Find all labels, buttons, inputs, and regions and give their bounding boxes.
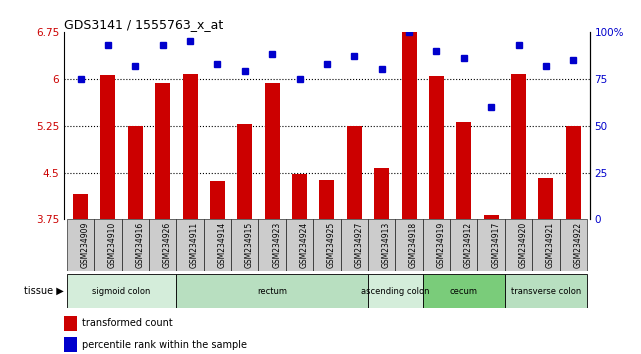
Bar <box>422 219 450 271</box>
Bar <box>258 219 286 271</box>
Text: transverse colon: transverse colon <box>511 287 581 296</box>
Text: GSM234914: GSM234914 <box>217 222 226 268</box>
Bar <box>560 219 587 271</box>
Text: ascending colon: ascending colon <box>361 287 429 296</box>
Bar <box>64 316 78 331</box>
Bar <box>94 219 122 271</box>
Bar <box>368 219 395 271</box>
Bar <box>122 219 149 271</box>
Bar <box>286 219 313 271</box>
Bar <box>374 167 389 219</box>
Text: GSM234912: GSM234912 <box>464 222 473 268</box>
Text: GSM234921: GSM234921 <box>546 222 555 268</box>
Text: GSM234910: GSM234910 <box>108 222 117 268</box>
Text: GDS3141 / 1555763_x_at: GDS3141 / 1555763_x_at <box>64 18 223 31</box>
Bar <box>176 219 204 271</box>
Text: GSM234916: GSM234916 <box>135 222 144 268</box>
Text: GSM234917: GSM234917 <box>491 222 500 268</box>
Text: GSM234919: GSM234919 <box>437 222 445 268</box>
Bar <box>231 219 258 271</box>
Bar <box>313 219 340 271</box>
Bar <box>347 126 362 219</box>
Text: transformed count: transformed count <box>83 318 173 329</box>
Bar <box>395 219 422 271</box>
Bar <box>401 32 417 219</box>
Text: GSM234923: GSM234923 <box>272 222 281 268</box>
Bar <box>183 74 197 219</box>
Bar <box>101 75 115 219</box>
Bar <box>64 337 78 352</box>
Bar <box>566 126 581 219</box>
Bar <box>505 219 532 271</box>
Bar <box>128 126 143 219</box>
Bar <box>456 122 471 219</box>
Bar <box>450 219 478 271</box>
Text: GSM234920: GSM234920 <box>519 222 528 268</box>
Text: cecum: cecum <box>450 287 478 296</box>
Bar <box>484 215 499 219</box>
Text: GSM234909: GSM234909 <box>81 222 90 268</box>
Text: GSM234915: GSM234915 <box>245 222 254 268</box>
Bar <box>538 178 553 219</box>
Bar <box>429 76 444 219</box>
Bar <box>265 83 279 219</box>
Bar <box>368 274 422 308</box>
Bar <box>505 274 587 308</box>
Bar <box>422 274 505 308</box>
Text: GSM234911: GSM234911 <box>190 222 199 268</box>
Bar <box>292 175 307 219</box>
Text: GSM234924: GSM234924 <box>299 222 308 268</box>
Bar <box>155 83 170 219</box>
Bar <box>149 219 176 271</box>
Text: GSM234926: GSM234926 <box>163 222 172 268</box>
Bar <box>319 180 335 219</box>
Bar <box>73 194 88 219</box>
Bar <box>210 181 225 219</box>
Bar <box>67 274 176 308</box>
Text: GSM234918: GSM234918 <box>409 222 418 268</box>
Bar <box>340 219 368 271</box>
Bar <box>176 274 368 308</box>
Text: GSM234922: GSM234922 <box>573 222 582 268</box>
Text: GSM234927: GSM234927 <box>354 222 363 268</box>
Bar <box>532 219 560 271</box>
Bar <box>67 219 94 271</box>
Bar <box>478 219 505 271</box>
Bar <box>237 124 253 219</box>
Text: rectum: rectum <box>257 287 287 296</box>
Text: GSM234925: GSM234925 <box>327 222 336 268</box>
Text: percentile rank within the sample: percentile rank within the sample <box>83 339 247 350</box>
Text: tissue ▶: tissue ▶ <box>24 286 63 296</box>
Text: sigmoid colon: sigmoid colon <box>92 287 151 296</box>
Bar <box>511 74 526 219</box>
Text: GSM234913: GSM234913 <box>381 222 390 268</box>
Bar <box>204 219 231 271</box>
